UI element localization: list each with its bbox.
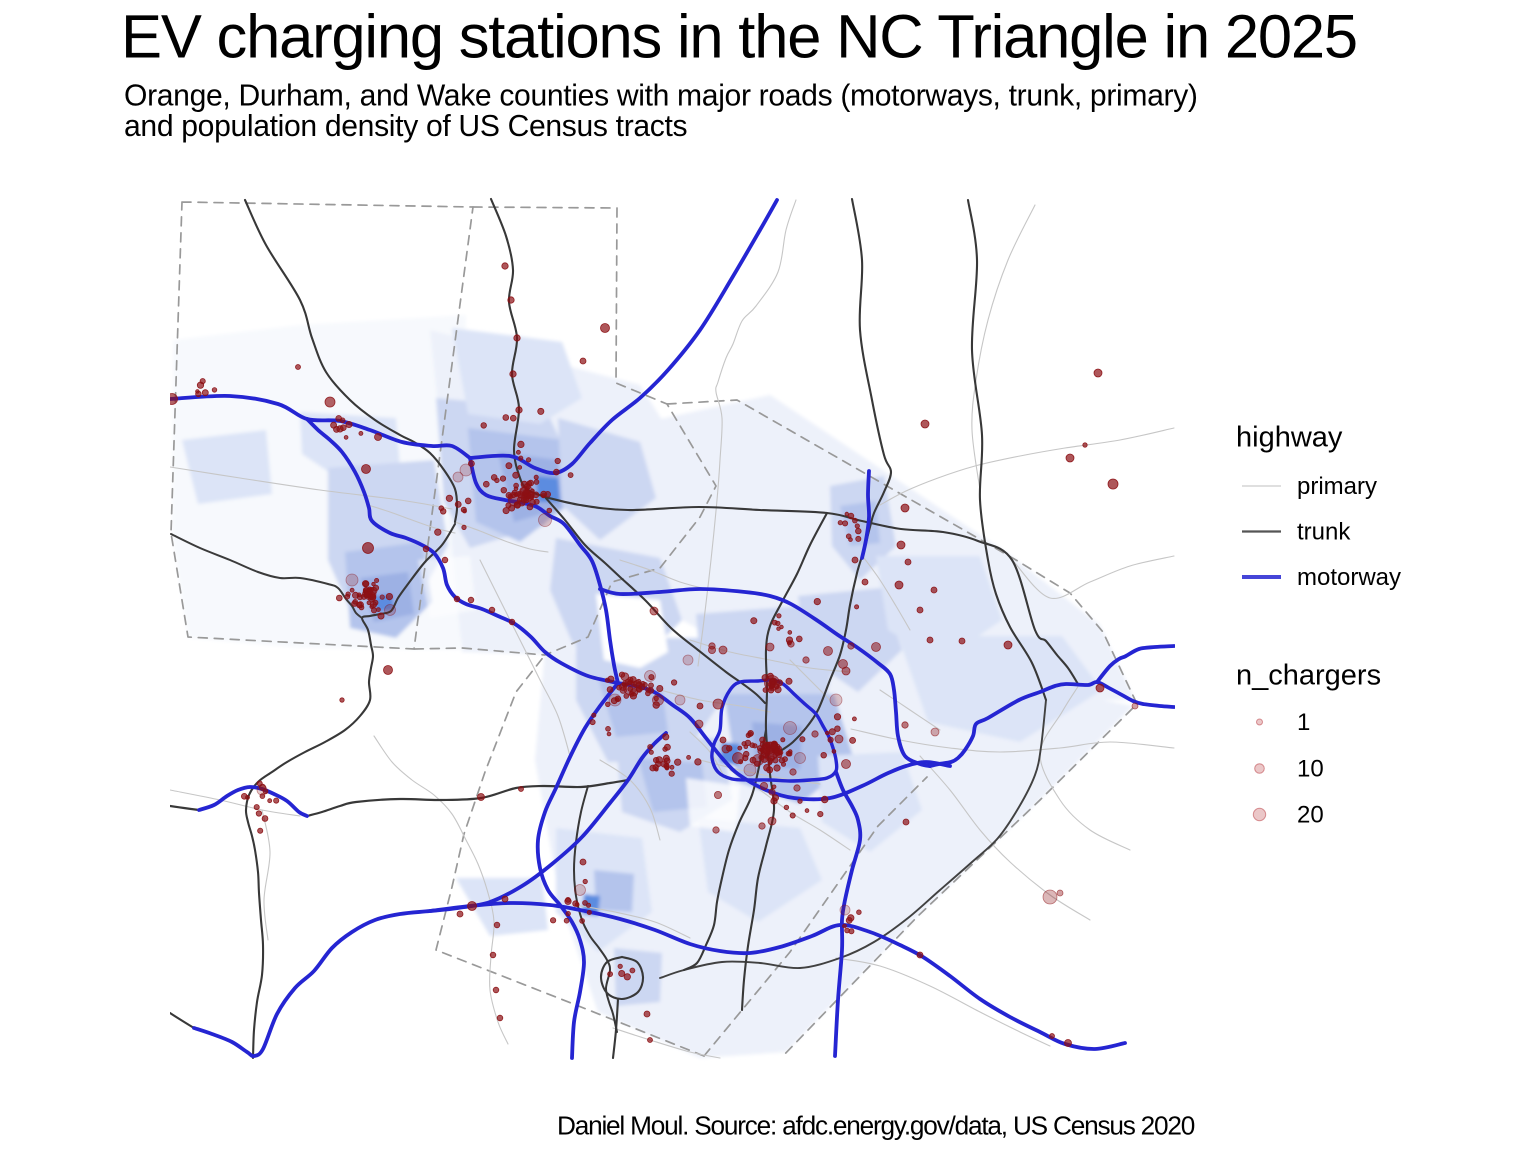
- svg-text:and population density of US C: and population density of US Census trac…: [124, 110, 687, 143]
- svg-text:20: 20: [1297, 802, 1324, 829]
- svg-text:n_chargers: n_chargers: [1236, 660, 1381, 692]
- svg-text:primary: primary: [1297, 473, 1377, 500]
- svg-text:trunk: trunk: [1297, 519, 1351, 546]
- svg-text:10: 10: [1297, 756, 1324, 783]
- svg-text:1: 1: [1297, 709, 1310, 736]
- svg-text:motorway: motorway: [1297, 564, 1401, 591]
- svg-text:EV charging stations in the NC: EV charging stations in the NC Triangle …: [121, 3, 1357, 72]
- svg-text:highway: highway: [1236, 422, 1343, 454]
- svg-text:Orange, Durham, and Wake count: Orange, Durham, and Wake counties with m…: [124, 79, 1198, 112]
- svg-text:Daniel Moul. Source: afdc.ener: Daniel Moul. Source: afdc.energy.gov/dat…: [557, 1111, 1195, 1141]
